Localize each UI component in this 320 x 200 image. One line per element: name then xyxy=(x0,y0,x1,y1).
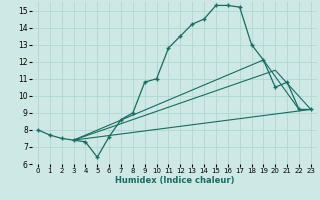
X-axis label: Humidex (Indice chaleur): Humidex (Indice chaleur) xyxy=(115,176,234,185)
